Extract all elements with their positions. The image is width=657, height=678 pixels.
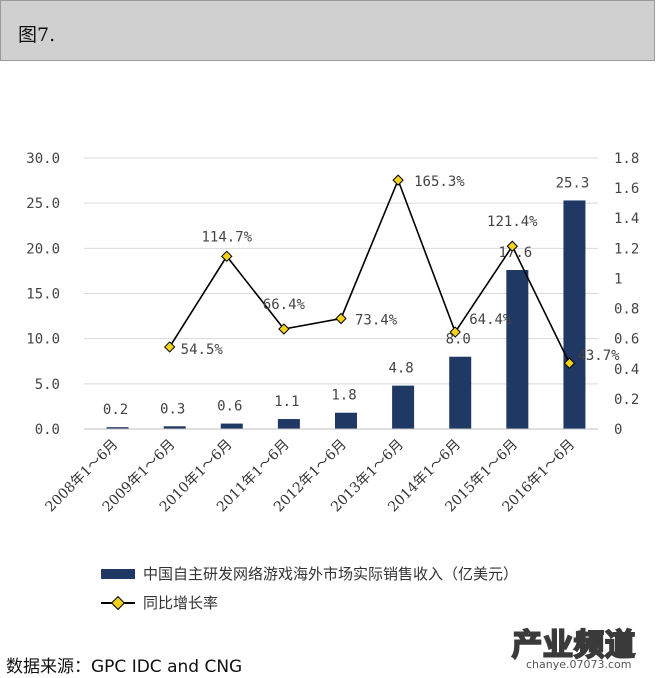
y2-tick-label: 1.6 bbox=[614, 181, 639, 197]
growth-value-label: 114.7% bbox=[201, 229, 252, 245]
legend-item-bar: 中国自主研发网络游戏海外市场实际销售收入（亿美元） bbox=[101, 563, 518, 584]
bar-value-label: 4.8 bbox=[388, 361, 413, 377]
bar bbox=[563, 200, 586, 429]
growth-marker bbox=[506, 240, 519, 252]
growth-value-label: 66.4% bbox=[263, 297, 306, 313]
legend-item-line: 同比增长率 bbox=[101, 592, 218, 613]
y2-tick-label: 1.2 bbox=[614, 241, 639, 257]
growth-rate-line bbox=[168, 177, 571, 364]
legend-bar-swatch bbox=[101, 568, 135, 579]
growth-marker bbox=[163, 341, 176, 353]
bar bbox=[449, 356, 472, 429]
bar-value-label: 0.3 bbox=[160, 401, 185, 417]
watermark-sub: chanye.07073.com bbox=[526, 658, 632, 671]
y2-tick-label: 0.6 bbox=[614, 332, 639, 348]
y-tick-label: 5.0 bbox=[35, 377, 60, 393]
y-tick-label: 25.0 bbox=[26, 196, 60, 212]
bar-value-label: 1.8 bbox=[331, 388, 356, 404]
growth-marker bbox=[563, 357, 576, 369]
bar bbox=[392, 385, 415, 429]
bar-value-label: 25.3 bbox=[556, 175, 590, 191]
growth-value-label: 54.5% bbox=[181, 342, 224, 358]
y-tick-label: 15.0 bbox=[26, 287, 60, 303]
y2-tick-label: 1.8 bbox=[614, 151, 639, 167]
growth-marker bbox=[221, 250, 233, 263]
y2-tick-label: 0.4 bbox=[614, 362, 639, 378]
y2-tick-label: 1.4 bbox=[614, 211, 639, 227]
bar-value-label: 1.1 bbox=[274, 394, 299, 410]
y2-tick-label: 0.2 bbox=[614, 392, 639, 408]
figure-header: 图7. bbox=[0, 0, 655, 61]
data-source: 数据来源：GPC IDC and CNG bbox=[6, 657, 243, 677]
bar bbox=[335, 412, 357, 429]
bar-value-label: 0.6 bbox=[217, 399, 242, 415]
watermark-text: 产业频道 bbox=[511, 627, 636, 664]
bar bbox=[277, 419, 300, 429]
legend-line-label: 同比增长率 bbox=[143, 594, 219, 612]
growth-marker bbox=[278, 323, 290, 335]
bar-value-label: 8.0 bbox=[446, 332, 471, 348]
y2-tick-label: 0.8 bbox=[614, 302, 639, 318]
bar bbox=[506, 270, 529, 429]
chart: 0.0 5.0 10.0 15.0 20.0 25.0 30.0 0 0.2 0.4 0.6 0.8 1… bbox=[26, 151, 639, 515]
growth-marker bbox=[335, 312, 347, 325]
y-tick-label: 0.0 bbox=[35, 422, 60, 438]
growth-marker bbox=[449, 326, 461, 338]
y-tick-label: 30.0 bbox=[26, 151, 60, 167]
growth-value-label: 43.7% bbox=[577, 348, 620, 364]
y2-tick-label: 1 bbox=[614, 271, 622, 287]
y-tick-label: 20.0 bbox=[26, 241, 60, 257]
figure-title: 图7. bbox=[18, 24, 56, 46]
bar bbox=[106, 427, 129, 429]
growth-value-label: 165.3% bbox=[414, 174, 465, 190]
y2-tick-label: 0 bbox=[614, 422, 622, 438]
growth-value-label: 121.4% bbox=[487, 214, 538, 230]
bar-value-label: 0.2 bbox=[103, 402, 128, 418]
legend-line-swatch bbox=[101, 595, 135, 610]
growth-value-label: 73.4% bbox=[355, 312, 398, 328]
watermark-logo: 产业频道 chanye.07073.com bbox=[511, 620, 652, 676]
growth-value-label: 64.4% bbox=[469, 312, 512, 328]
bar bbox=[163, 426, 186, 429]
growth-marker bbox=[392, 174, 404, 186]
bar bbox=[220, 423, 243, 429]
y-tick-label: 10.0 bbox=[26, 332, 60, 348]
legend-bar-label: 中国自主研发网络游戏海外市场实际销售收入（亿美元） bbox=[143, 565, 519, 583]
